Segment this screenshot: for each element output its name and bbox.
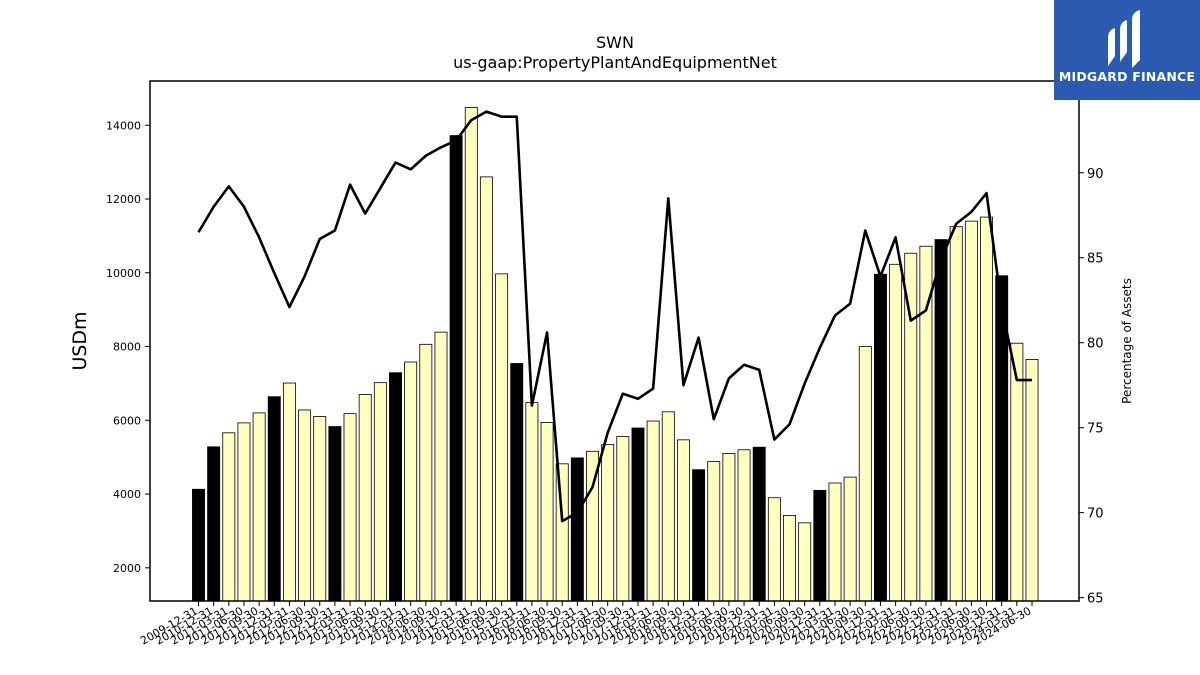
bar (252, 412, 266, 602)
bar (328, 426, 342, 602)
bar (904, 252, 918, 602)
bar (525, 402, 539, 602)
midgard-logo-icon (1108, 10, 1140, 68)
bar (889, 263, 903, 602)
bar (707, 461, 721, 602)
bar (464, 107, 478, 602)
y2-tick-label: 70 (1087, 507, 1104, 522)
bar (661, 411, 675, 602)
y-tick-label: 12000 (106, 193, 141, 206)
x-axis: 2009-12-312010-12-312011-03-312011-06-30… (138, 601, 1034, 648)
bar (964, 220, 978, 602)
y2-tick-label: 65 (1087, 592, 1104, 607)
bar (282, 382, 296, 602)
bar (1025, 359, 1039, 602)
bar (828, 482, 842, 602)
bar (495, 273, 509, 602)
bar (267, 396, 281, 602)
bar (479, 176, 493, 602)
bar (692, 469, 706, 602)
line-series (197, 110, 1032, 523)
bar (813, 489, 827, 602)
chart-subtitle: us-gaap:PropertyPlantAndEquipmentNet (453, 53, 777, 72)
bar (798, 522, 812, 602)
bar (510, 363, 524, 602)
bar (222, 432, 236, 602)
bar (237, 422, 251, 602)
bar (343, 413, 357, 602)
bar (373, 382, 387, 602)
bar (980, 216, 993, 602)
y2-tick-label: 90 (1087, 167, 1104, 182)
bar (404, 361, 418, 602)
bar (192, 488, 205, 602)
y-axis-label: USDm (69, 311, 91, 370)
chart-title: SWN (596, 33, 634, 52)
y-tick-label: 6000 (113, 414, 141, 427)
bar (949, 226, 963, 602)
bar (646, 420, 660, 602)
y2-tick-label: 75 (1087, 422, 1104, 437)
bar (540, 422, 554, 602)
bar (737, 449, 751, 602)
bar (934, 239, 948, 602)
bar (570, 457, 584, 602)
bar (752, 446, 766, 602)
y-tick-label: 2000 (113, 562, 141, 575)
bar (601, 444, 615, 602)
y-tick-label: 4000 (113, 488, 141, 501)
logo-text: MIDGARD FINANCE (1058, 69, 1196, 84)
y-tick-label: 10000 (106, 267, 141, 280)
bar (434, 331, 448, 602)
y2-tick-label: 85 (1087, 252, 1104, 267)
y-tick-label: 14000 (106, 119, 141, 132)
right-axis: 65 70 75 80 85 90 (1079, 167, 1104, 607)
bar (298, 409, 312, 602)
bar (631, 427, 645, 602)
bar (389, 372, 402, 602)
brand-logo: MIDGARD FINANCE (1054, 0, 1200, 100)
bar (767, 497, 781, 602)
bar (858, 346, 872, 602)
bar (843, 476, 857, 602)
y2-axis-label: Percentage of Assets (1120, 278, 1134, 404)
bar (873, 273, 887, 602)
bar (1010, 342, 1024, 602)
bar (449, 135, 463, 602)
bar (783, 515, 796, 602)
bar (676, 439, 690, 602)
plot-frame (149, 80, 1080, 602)
percentage-line (197, 110, 1032, 523)
bar (419, 343, 433, 602)
bar (358, 394, 372, 602)
y2-tick-label: 80 (1087, 337, 1104, 352)
bar (313, 416, 327, 602)
bar-series (192, 107, 1039, 602)
bar (207, 446, 221, 602)
y-tick-label: 8000 (113, 341, 141, 354)
bar (616, 436, 630, 602)
left-axis: 2000 4000 6000 8000 10000 12000 14000 (106, 119, 150, 575)
bar (722, 453, 736, 602)
